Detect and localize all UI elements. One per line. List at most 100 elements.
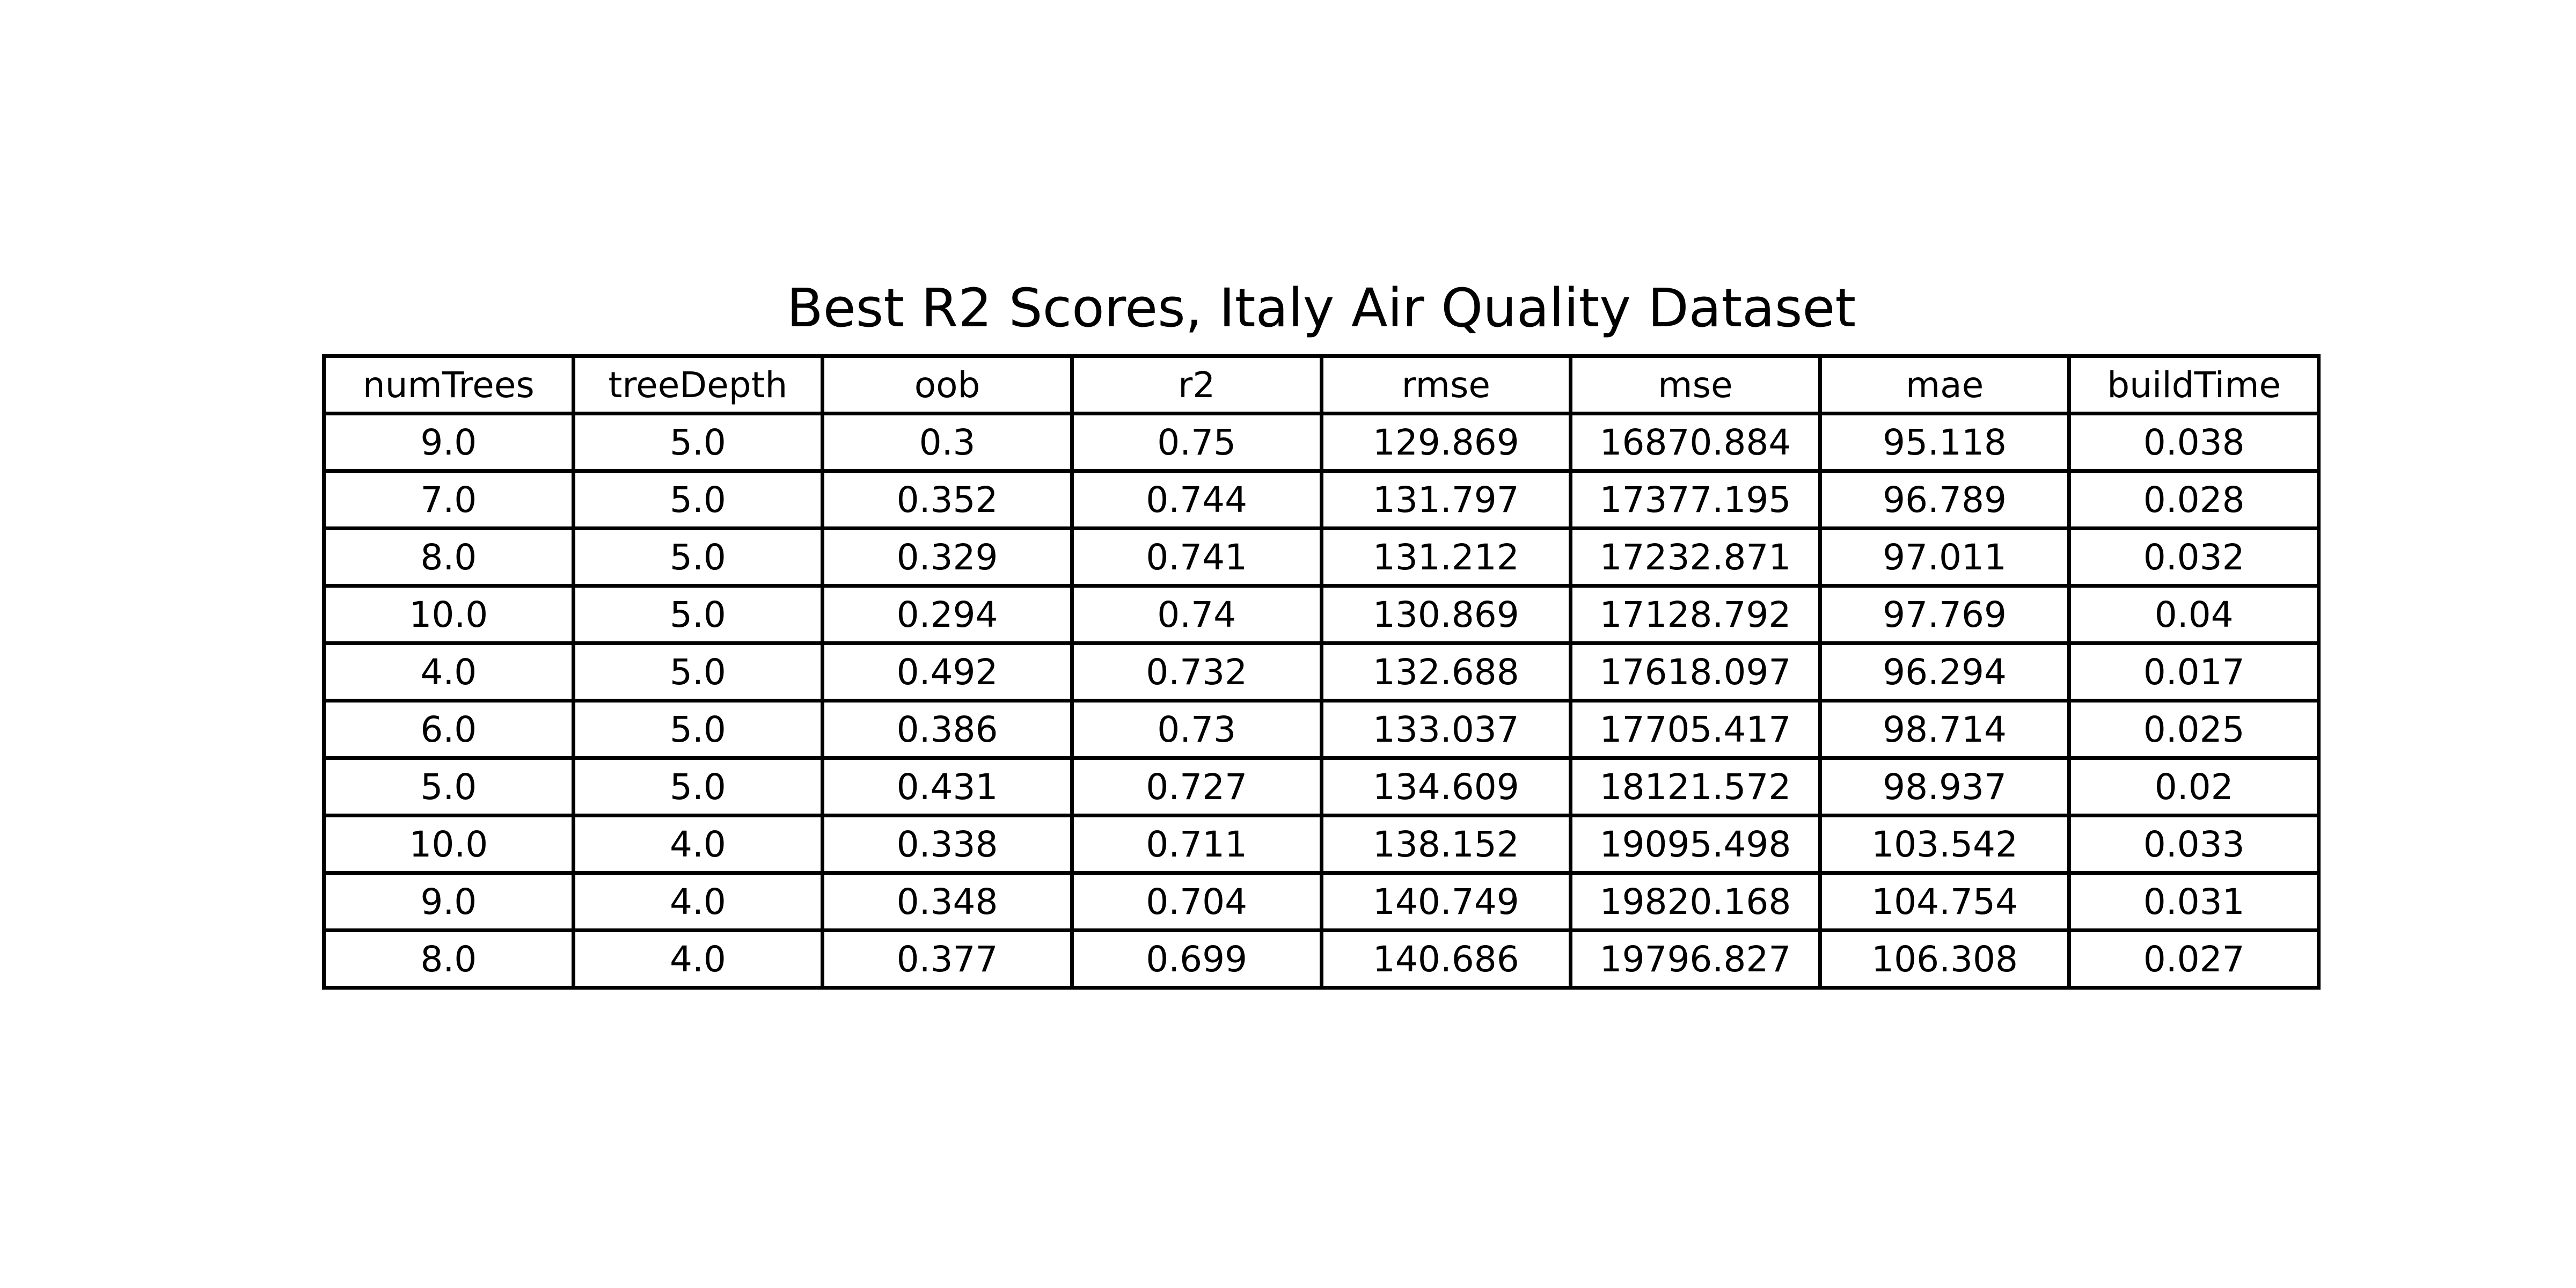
table-cell-treedepth: 4.0: [571, 814, 825, 875]
chart-title: Best R2 Scores, Italy Air Quality Datase…: [786, 277, 1856, 339]
table-cell-mae: 97.769: [1818, 584, 2072, 645]
table-cell-mae: 97.011: [1818, 526, 2072, 588]
table-cell-rmse: 138.152: [1319, 814, 1573, 875]
table-cell-buildtime: 0.038: [2067, 412, 2321, 473]
table-cell-mae: 95.118: [1818, 412, 2072, 473]
table-cell-numtrees: 4.0: [322, 641, 575, 702]
table-cell-buildtime: 0.02: [2067, 756, 2321, 817]
table-cell-mae: 104.754: [1818, 871, 2072, 932]
table-cell-treedepth: 5.0: [571, 469, 825, 530]
table-row: 9.0 5.0 0.3 0.75 129.869 16870.884 95.118 0.038: [322, 412, 2321, 473]
table-cell-treedepth: 4.0: [571, 871, 825, 932]
table-cell-mse: 17705.417: [1569, 699, 1822, 760]
table-cell-mse: 19796.827: [1569, 928, 1822, 990]
table-cell-rmse: 134.609: [1319, 756, 1573, 817]
table-cell-rmse: 130.869: [1319, 584, 1573, 645]
table-cell-mae: 98.714: [1818, 699, 2072, 760]
table-cell-mae: 96.789: [1818, 469, 2072, 530]
table-cell-numtrees: 5.0: [322, 756, 575, 817]
column-header-rmse: rmse: [1319, 354, 1573, 415]
table-cell-numtrees: 10.0: [322, 814, 575, 875]
table-cell-numtrees: 9.0: [322, 412, 575, 473]
column-header-mae: mae: [1818, 354, 2072, 415]
table-row: 9.0 4.0 0.348 0.704 140.749 19820.168 104.754 0…: [322, 871, 2321, 932]
table-cell-oob: 0.492: [821, 641, 1074, 702]
table-cell-r2: 0.744: [1070, 469, 1323, 530]
table-cell-treedepth: 5.0: [571, 526, 825, 588]
table-cell-treedepth: 5.0: [571, 412, 825, 473]
table-row: 8.0 4.0 0.377 0.699 140.686 19796.827 106.308 0…: [322, 928, 2321, 990]
table-cell-rmse: 133.037: [1319, 699, 1573, 760]
table-cell-buildtime: 0.032: [2067, 526, 2321, 588]
results-table: numTrees treeDepth oob r2 rmse mse mae buildTim…: [322, 354, 2321, 990]
table-cell-r2: 0.73: [1070, 699, 1323, 760]
table-cell-numtrees: 8.0: [322, 526, 575, 588]
table-cell-rmse: 140.686: [1319, 928, 1573, 990]
column-header-treedepth: treeDepth: [571, 354, 825, 415]
table-cell-oob: 0.386: [821, 699, 1074, 760]
table-cell-buildtime: 0.025: [2067, 699, 2321, 760]
table-cell-treedepth: 4.0: [571, 928, 825, 990]
column-header-oob: oob: [821, 354, 1074, 415]
table-cell-r2: 0.704: [1070, 871, 1323, 932]
table-cell-oob: 0.377: [821, 928, 1074, 990]
table-cell-numtrees: 6.0: [322, 699, 575, 760]
table-cell-buildtime: 0.027: [2067, 928, 2321, 990]
table-row: 8.0 5.0 0.329 0.741 131.212 17232.871 97.011 0.…: [322, 526, 2321, 588]
table-cell-oob: 0.329: [821, 526, 1074, 588]
table-cell-oob: 0.3: [821, 412, 1074, 473]
table-cell-treedepth: 5.0: [571, 699, 825, 760]
table-cell-rmse: 131.797: [1319, 469, 1573, 530]
table-row: 6.0 5.0 0.386 0.73 133.037 17705.417 98.714 0.0…: [322, 699, 2321, 760]
column-header-buildtime: buildTime: [2067, 354, 2321, 415]
table-cell-numtrees: 9.0: [322, 871, 575, 932]
table-cell-buildtime: 0.017: [2067, 641, 2321, 702]
table-cell-r2: 0.711: [1070, 814, 1323, 875]
table-cell-mse: 17232.871: [1569, 526, 1822, 588]
table-cell-mae: 96.294: [1818, 641, 2072, 702]
table-cell-rmse: 131.212: [1319, 526, 1573, 588]
header-row: numTrees treeDepth oob r2 rmse mse mae buildTim…: [322, 354, 2321, 415]
table-cell-rmse: 132.688: [1319, 641, 1573, 702]
table-cell-oob: 0.338: [821, 814, 1074, 875]
table-cell-r2: 0.732: [1070, 641, 1323, 702]
table-cell-oob: 0.431: [821, 756, 1074, 817]
table-cell-r2: 0.741: [1070, 526, 1323, 588]
table-cell-mae: 106.308: [1818, 928, 2072, 990]
column-header-mse: mse: [1569, 354, 1822, 415]
table-cell-mse: 17618.097: [1569, 641, 1822, 702]
table-row: 10.0 5.0 0.294 0.74 130.869 17128.792 97.769 0.…: [322, 584, 2321, 645]
table-cell-treedepth: 5.0: [571, 641, 825, 702]
column-header-r2: r2: [1070, 354, 1323, 415]
table-cell-rmse: 129.869: [1319, 412, 1573, 473]
table-cell-numtrees: 10.0: [322, 584, 575, 645]
table-cell-r2: 0.727: [1070, 756, 1323, 817]
table-cell-numtrees: 7.0: [322, 469, 575, 530]
table-cell-buildtime: 0.04: [2067, 584, 2321, 645]
table-cell-mse: 17128.792: [1569, 584, 1822, 645]
table-cell-rmse: 140.749: [1319, 871, 1573, 932]
table-body: 9.0 5.0 0.3 0.75 129.869 16870.884 95.118 0.038…: [322, 412, 2321, 990]
column-header-numtrees: numTrees: [322, 354, 575, 415]
table-cell-oob: 0.294: [821, 584, 1074, 645]
table-cell-treedepth: 5.0: [571, 584, 825, 645]
table-cell-mse: 18121.572: [1569, 756, 1822, 817]
table-cell-r2: 0.75: [1070, 412, 1323, 473]
table-cell-buildtime: 0.031: [2067, 871, 2321, 932]
table-row: 5.0 5.0 0.431 0.727 134.609 18121.572 98.937 0.…: [322, 756, 2321, 817]
table-cell-buildtime: 0.028: [2067, 469, 2321, 530]
table-cell-treedepth: 5.0: [571, 756, 825, 817]
table-cell-mae: 98.937: [1818, 756, 2072, 817]
table-cell-r2: 0.74: [1070, 584, 1323, 645]
table-cell-oob: 0.348: [821, 871, 1074, 932]
table-cell-buildtime: 0.033: [2067, 814, 2321, 875]
table-cell-r2: 0.699: [1070, 928, 1323, 990]
table-cell-oob: 0.352: [821, 469, 1074, 530]
table-cell-mse: 19820.168: [1569, 871, 1822, 932]
table-row: 7.0 5.0 0.352 0.744 131.797 17377.195 96.789 0.…: [322, 469, 2321, 530]
table-cell-mse: 16870.884: [1569, 412, 1822, 473]
table-cell-numtrees: 8.0: [322, 928, 575, 990]
table-row: 10.0 4.0 0.338 0.711 138.152 19095.498 103.542…: [322, 814, 2321, 875]
table-row: 4.0 5.0 0.492 0.732 132.688 17618.097 96.294 0.…: [322, 641, 2321, 702]
table-cell-mse: 19095.498: [1569, 814, 1822, 875]
